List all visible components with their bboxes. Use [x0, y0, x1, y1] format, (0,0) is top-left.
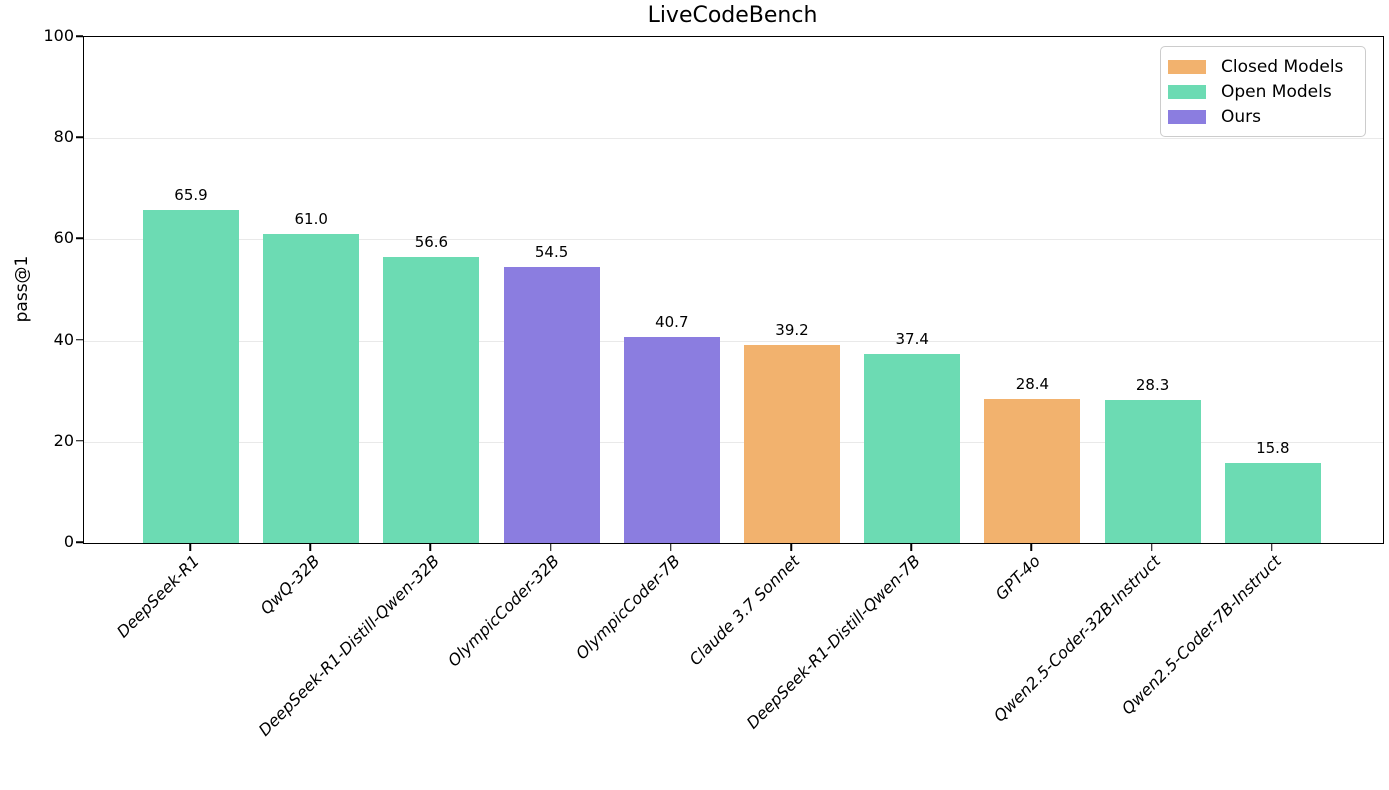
gridline-60 [84, 239, 1383, 241]
bar-qwq-32b [263, 234, 360, 543]
legend-swatch-open-models-icon [1168, 84, 1206, 99]
y-tick-label-80: 80 [53, 127, 74, 147]
x-tick-label-text: GPT-4o [991, 551, 1045, 604]
bar-gpt-4o [984, 399, 1081, 543]
x-tick-label-text: DeepSeek-R1 [112, 551, 203, 642]
bar-value-qwen2-5-coder-7b-instruct: 15.8 [1256, 439, 1290, 458]
legend-swatch-ours-icon [1168, 109, 1206, 124]
legend-item-open-models: Open Models [1168, 79, 1355, 104]
y-tick-label-100: 100 [43, 26, 74, 45]
y-axis-label: pass@1 [12, 255, 32, 323]
bar-claude-3-7-sonnet [744, 344, 840, 543]
bar-value-olympiccoder-7b: 40.7 [655, 313, 689, 332]
legend: Closed Models Open Models Ours [1160, 46, 1366, 137]
x-tick-deepseek-r1-distill-qwen-7b [910, 544, 912, 551]
bar-value-claude-3-7-sonnet: 39.2 [775, 320, 809, 339]
y-tick-label-20: 20 [53, 430, 74, 450]
bar-deepseek-r1-distill-qwen-32b [383, 256, 480, 543]
legend-label-open-models: Open Models [1221, 81, 1332, 102]
bar-deepseek-r1-distill-qwen-7b [864, 353, 961, 543]
bar-value-qwen2-5-coder-32b-instruct: 28.3 [1135, 375, 1170, 394]
x-tick-olympiccoder-7b [670, 544, 672, 551]
legend-item-ours: Ours [1168, 104, 1355, 129]
bar-olympiccoder-7b [623, 337, 720, 543]
legend-label-ours: Ours [1221, 106, 1262, 127]
y-tick-20 [76, 440, 83, 442]
legend-label-closed-models: Closed Models [1221, 56, 1344, 77]
x-tick-deepseek-r1 [189, 544, 191, 551]
legend-item-closed-models: Closed Models [1168, 54, 1355, 79]
x-tick-deepseek-r1-distill-qwen-32b [429, 544, 432, 551]
x-tick-label-text: OlympicCoder-7B [571, 551, 684, 664]
legend-swatch-closed-models-icon [1168, 59, 1206, 74]
x-tick-qwq-32b [309, 544, 311, 551]
x-tick-olympiccoder-32b [549, 544, 552, 551]
x-tick-label-text: Claude 3.7 Sonnet [685, 551, 804, 670]
bar-qwen2-5-coder-7b-instruct [1224, 463, 1321, 543]
y-tick-label-60: 60 [53, 228, 74, 248]
bar-value-qwq-32b: 61.0 [294, 210, 328, 229]
bar-value-olympiccoder-32b: 54.5 [534, 243, 569, 262]
x-tick-qwen2-5-coder-32b-instruct [1150, 544, 1153, 551]
y-tick-80 [76, 136, 83, 138]
x-tick-gpt-4o [1030, 544, 1033, 551]
chart-title: LiveCodeBench [647, 3, 818, 28]
bar-value-gpt-4o: 28.4 [1015, 375, 1050, 394]
y-tick-label-40: 40 [53, 329, 74, 349]
bar-value-deepseek-r1: 65.9 [174, 185, 208, 204]
x-tick-qwen2-5-coder-7b-instruct [1271, 544, 1273, 551]
gridline-20 [84, 441, 1383, 443]
bar-deepseek-r1 [143, 209, 239, 543]
gridline-40 [84, 340, 1383, 342]
bar-value-deepseek-r1-distill-qwen-7b: 37.4 [895, 329, 929, 348]
y-tick-label-0: 0 [63, 532, 74, 551]
y-tick-40 [76, 338, 83, 341]
y-tick-60 [76, 237, 83, 240]
x-tick-claude-3-7-sonnet [790, 544, 792, 551]
y-tick-100 [76, 35, 83, 37]
x-tick-label-text: OlympicCoder-32B [444, 551, 564, 671]
y-tick-0 [76, 541, 83, 543]
bar-olympiccoder-32b [503, 267, 600, 543]
bar-value-deepseek-r1-distill-qwen-32b: 56.6 [414, 232, 449, 251]
gridline-80 [84, 138, 1383, 140]
bar-qwen2-5-coder-32b-instruct [1104, 399, 1201, 543]
x-tick-label-text: QwQ-32B [255, 551, 323, 619]
